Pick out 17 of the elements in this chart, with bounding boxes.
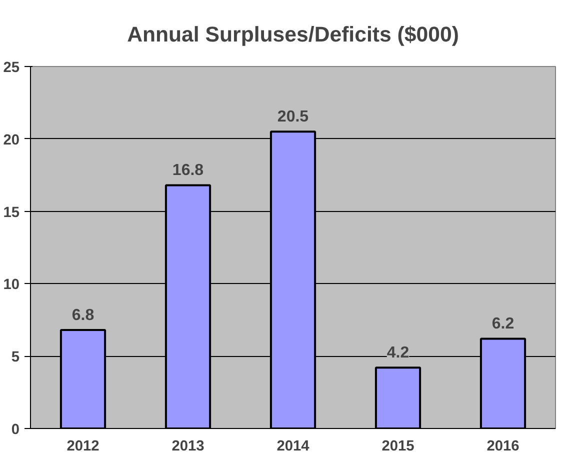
data-label: 6.8 [72, 307, 94, 324]
data-label: 16.8 [172, 162, 204, 180]
x-tick-label: 2012 [66, 438, 100, 454]
x-tick-label: 2016 [486, 438, 520, 454]
x-tick-label: 2015 [382, 438, 414, 454]
data-label: 6.2 [492, 316, 514, 333]
chart-title: Annual Surpluses/Deficits ($000) [127, 22, 459, 46]
y-tick-label: 0 [11, 422, 20, 438]
y-tick-label: 20 [3, 132, 20, 148]
y-tick-label: 15 [3, 204, 20, 221]
data-label: 20.5 [277, 108, 309, 126]
data-label: 4.2 [386, 344, 410, 362]
y-tick-label: 5 [11, 350, 20, 366]
x-tick-label: 2014 [276, 438, 310, 454]
y-tick-label: 25 [3, 60, 20, 76]
x-tick-label: 2013 [172, 438, 204, 454]
y-tick-label: 10 [3, 277, 20, 294]
